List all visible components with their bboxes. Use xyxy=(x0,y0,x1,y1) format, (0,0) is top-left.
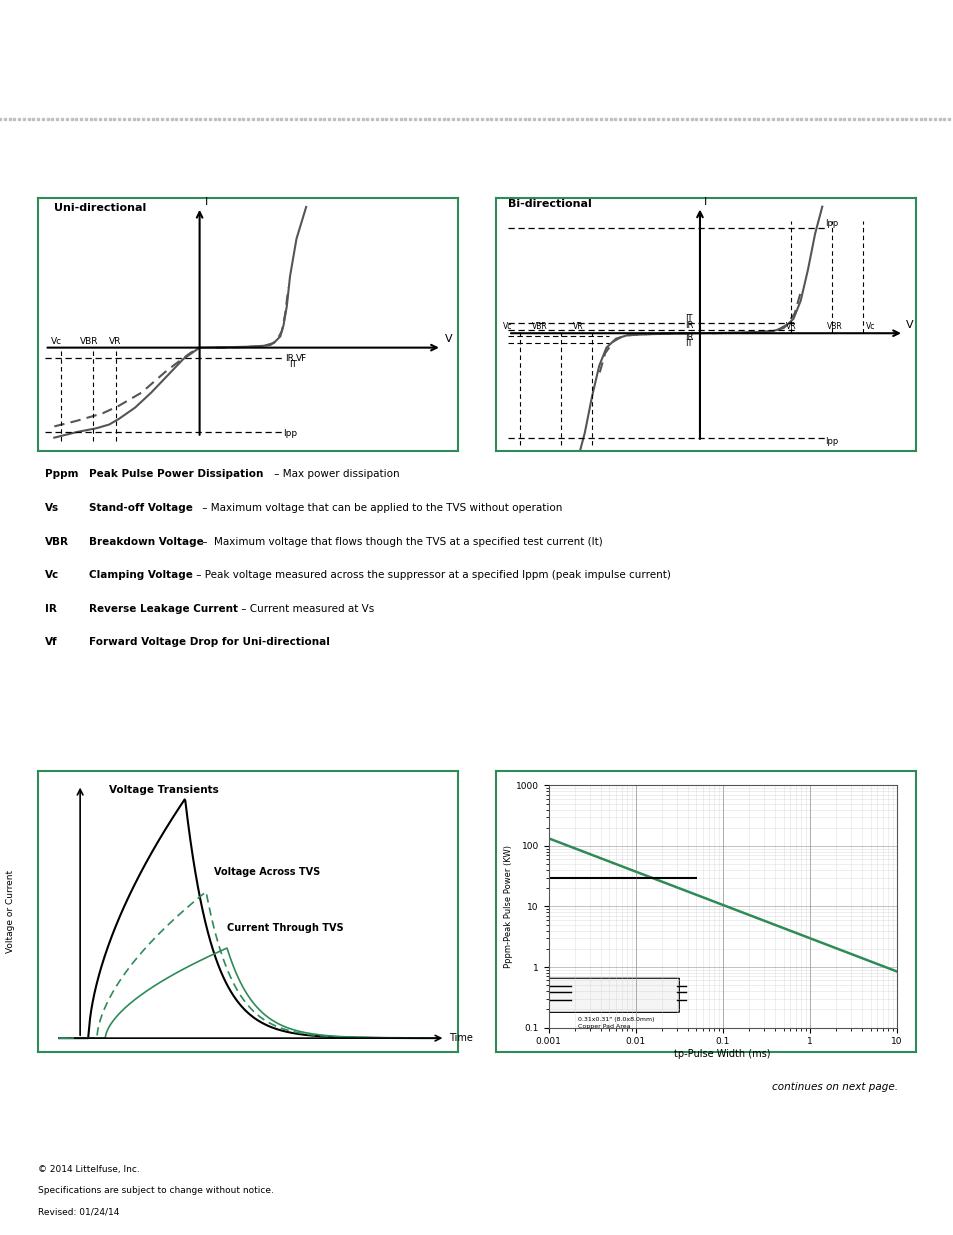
Text: IT: IT xyxy=(685,340,692,348)
Text: Current Through TVS: Current Through TVS xyxy=(227,923,343,934)
Text: Ipp: Ipp xyxy=(823,436,837,446)
Text: Time: Time xyxy=(449,1034,473,1044)
Text: continues on next page.: continues on next page. xyxy=(772,1082,898,1092)
Text: Vc: Vc xyxy=(45,571,59,580)
Text: Stand-off Voltage: Stand-off Voltage xyxy=(89,503,193,513)
Text: Copper Pad Area: Copper Pad Area xyxy=(578,1024,630,1029)
FancyBboxPatch shape xyxy=(0,978,679,1013)
Text: V: V xyxy=(905,320,913,330)
Text: Vc: Vc xyxy=(51,337,62,346)
X-axis label: tp-Pulse Width (ms): tp-Pulse Width (ms) xyxy=(674,1049,770,1060)
Text: Figure 2 - Peak Pulse Power Rating: Figure 2 - Peak Pulse Power Rating xyxy=(508,739,741,752)
Text: Voltage Across TVS: Voltage Across TVS xyxy=(214,867,320,877)
Text: IT: IT xyxy=(685,314,692,322)
Text: –  Maximum voltage that flows though the TVS at a specified test current (It): – Maximum voltage that flows though the … xyxy=(199,537,602,547)
Text: VBR: VBR xyxy=(532,322,547,331)
Text: Forward Voltage Drop for Uni-directional: Forward Voltage Drop for Uni-directional xyxy=(89,637,330,647)
Text: I: I xyxy=(204,198,208,207)
Text: /: / xyxy=(738,26,746,51)
Text: VR: VR xyxy=(109,337,121,346)
Text: Peak Pulse Power Dissipation: Peak Pulse Power Dissipation xyxy=(89,469,263,479)
Text: Transient Voltage Suppression Diodes: Transient Voltage Suppression Diodes xyxy=(38,27,422,46)
Text: – Max power dissipation: – Max power dissipation xyxy=(271,469,399,479)
Text: Specifications are subject to change without notice.: Specifications are subject to change wit… xyxy=(38,1186,274,1195)
Text: IR: IR xyxy=(285,354,294,363)
Text: Vs: Vs xyxy=(45,503,59,513)
Text: Vc: Vc xyxy=(864,322,874,331)
Text: – Maximum voltage that can be applied to the TVS without operation: – Maximum voltage that can be applied to… xyxy=(199,503,562,513)
Text: I-V Curve Characteristics: I-V Curve Characteristics xyxy=(49,158,242,173)
Text: VBR: VBR xyxy=(80,337,98,346)
Text: Figure 1 - TVS Transients Clamping Waveform: Figure 1 - TVS Transients Clamping Wavef… xyxy=(51,739,355,752)
Text: Pppm: Pppm xyxy=(45,469,78,479)
Text: VR: VR xyxy=(785,322,796,331)
Text: – Current measured at Vs: – Current measured at Vs xyxy=(238,604,375,614)
Text: VR: VR xyxy=(572,322,583,331)
Text: Clamping Voltage: Clamping Voltage xyxy=(89,571,193,580)
Text: Vc: Vc xyxy=(503,322,512,331)
Text: Uni-directional: Uni-directional xyxy=(54,203,147,212)
Text: Ipp: Ipp xyxy=(283,429,297,437)
Text: VBR: VBR xyxy=(826,322,841,331)
Text: IR: IR xyxy=(45,604,57,614)
Text: /: / xyxy=(714,26,723,51)
Text: Reverse Leakage Current: Reverse Leakage Current xyxy=(89,604,238,614)
Text: Revised: 01/24/14: Revised: 01/24/14 xyxy=(38,1207,119,1216)
Text: IR: IR xyxy=(685,321,693,330)
Text: V: V xyxy=(444,333,452,343)
Text: Ratings and Characteristic Curves: Ratings and Characteristic Curves xyxy=(49,685,315,699)
Text: VF: VF xyxy=(295,354,307,363)
Text: IT: IT xyxy=(289,361,297,369)
Text: Surface Mount – 3000W > SMDJ series: Surface Mount – 3000W > SMDJ series xyxy=(38,67,304,82)
Text: (TA=25°C unless otherwise noted): (TA=25°C unless otherwise noted) xyxy=(358,688,517,697)
Text: Voltage Transients: Voltage Transients xyxy=(109,785,219,795)
Text: Bi-directional: Bi-directional xyxy=(508,199,591,209)
Text: VBR: VBR xyxy=(45,537,70,547)
Text: Littelfuse: Littelfuse xyxy=(808,27,898,44)
Text: © 2014 Littelfuse, Inc.: © 2014 Littelfuse, Inc. xyxy=(38,1165,140,1174)
Text: Expertise Applied  |  Answers Delivered: Expertise Applied | Answers Delivered xyxy=(735,68,872,75)
Text: Voltage or Current: Voltage or Current xyxy=(7,869,15,953)
Text: – Peak voltage measured across the suppressor at a specified Ippm (peak impulse : – Peak voltage measured across the suppr… xyxy=(193,571,670,580)
Text: Breakdown Voltage: Breakdown Voltage xyxy=(89,537,204,547)
Text: IR: IR xyxy=(685,333,693,342)
Y-axis label: Pppm-Peak Pulse Power (KW): Pppm-Peak Pulse Power (KW) xyxy=(503,845,513,968)
Text: 0.31x0.31" (8.0x8.0mm): 0.31x0.31" (8.0x8.0mm) xyxy=(578,1016,654,1021)
Text: Ipp: Ipp xyxy=(823,219,837,227)
Text: I: I xyxy=(702,196,706,206)
Text: Vf: Vf xyxy=(45,637,58,647)
